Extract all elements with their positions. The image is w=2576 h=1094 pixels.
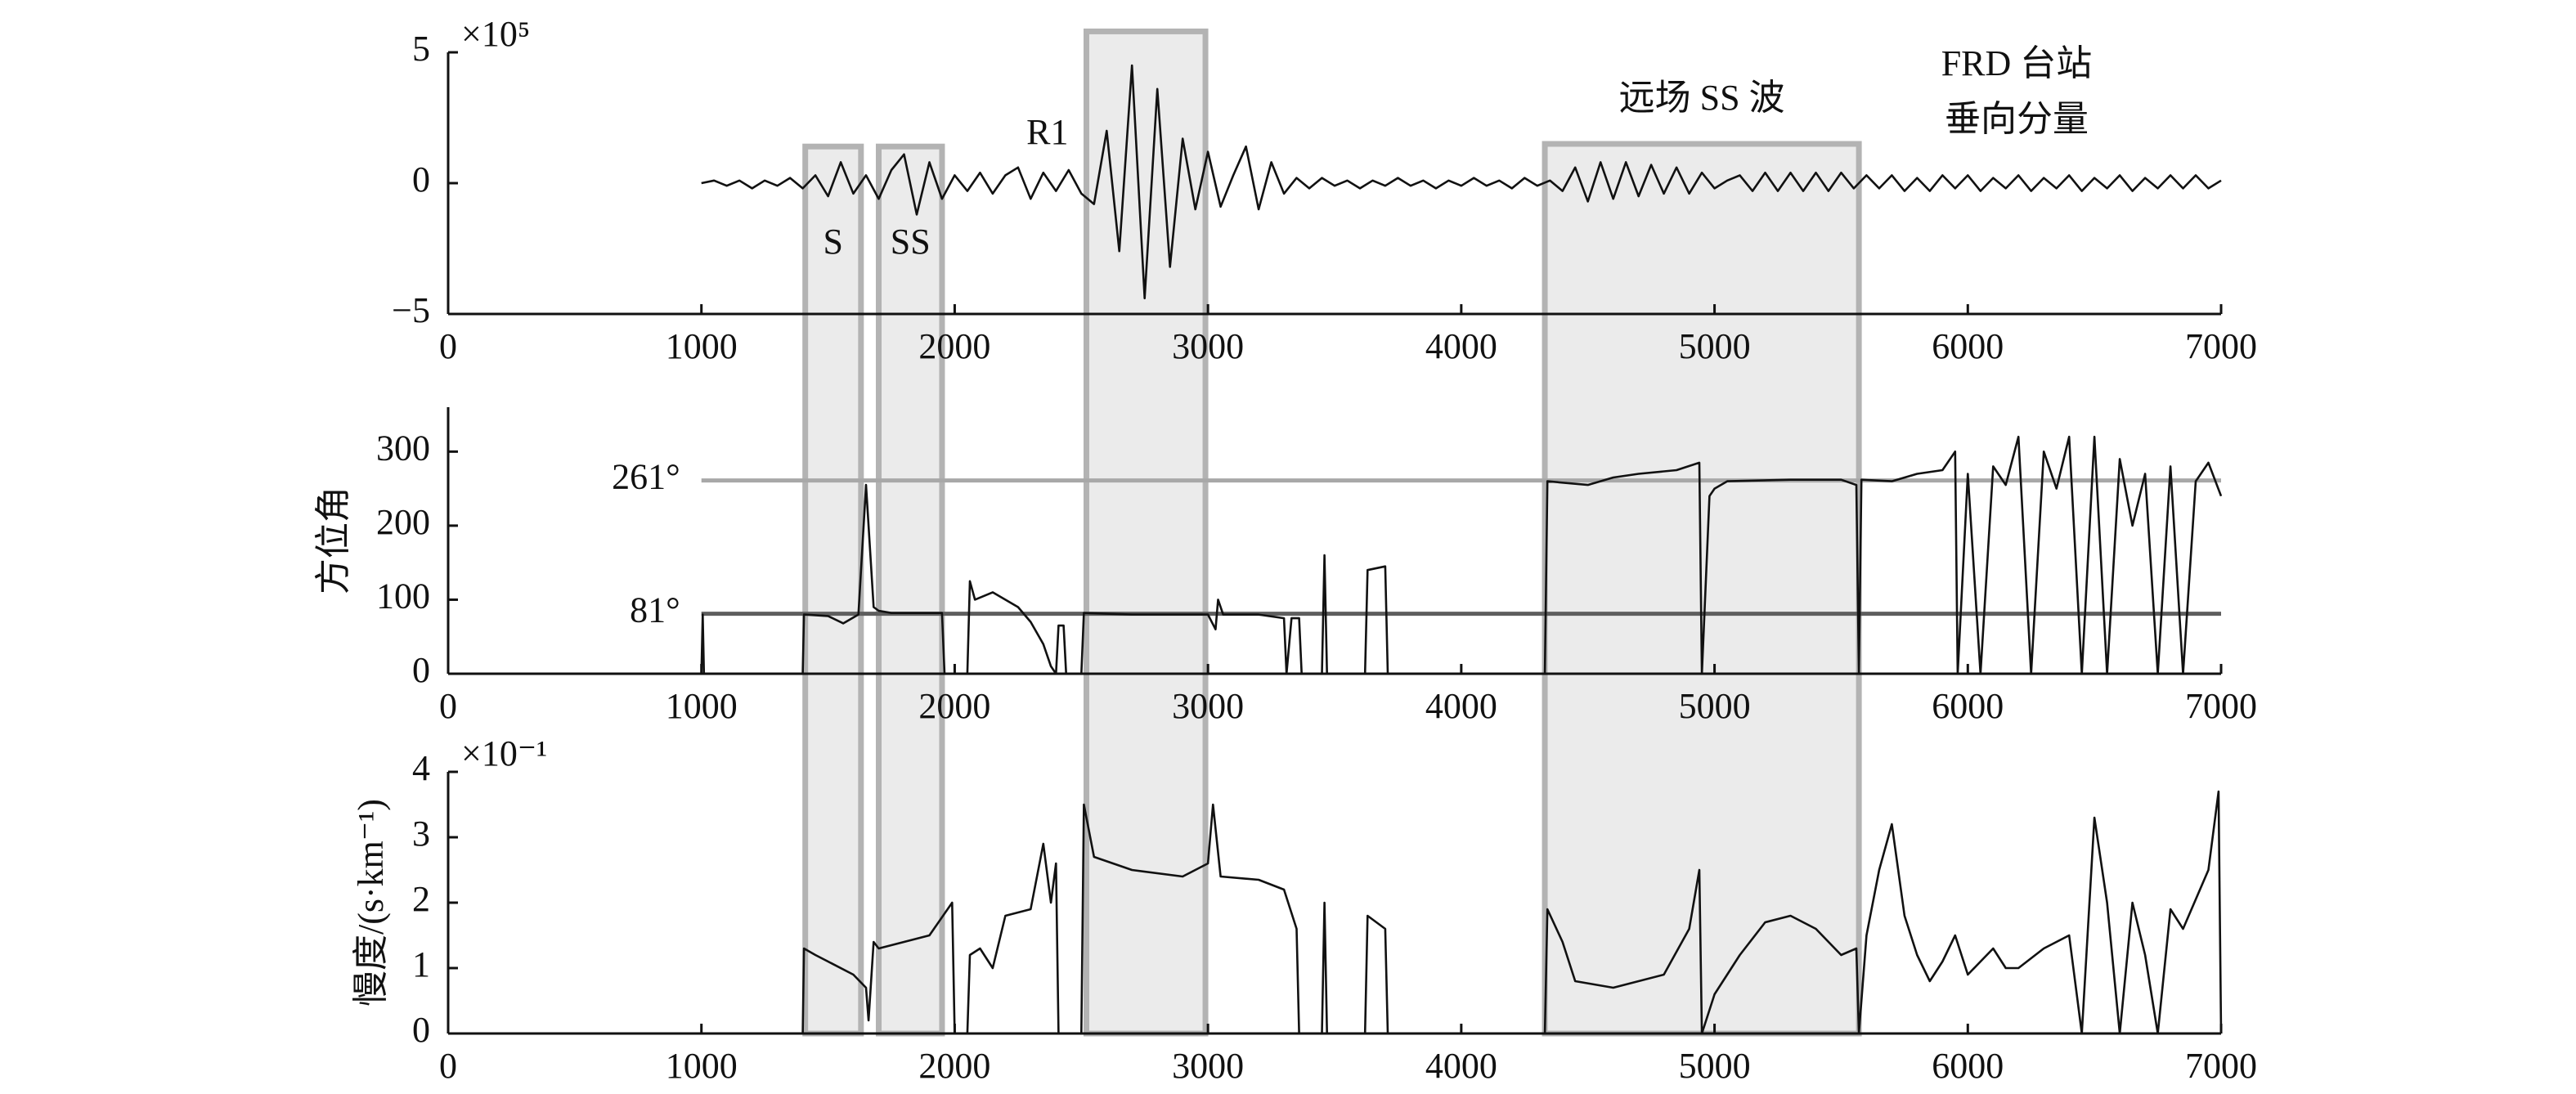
x-tick-label: 2000 (918, 1046, 990, 1086)
x-tick-label: 1000 (666, 686, 738, 726)
y-multiplier: ×10⁵ (461, 14, 530, 54)
x-tick-label: 5000 (1679, 1046, 1751, 1086)
data-line (801, 790, 2223, 1035)
y-tick-label: 100 (376, 576, 430, 616)
region-label: S (824, 222, 843, 262)
x-tick-label: 2000 (918, 326, 990, 366)
title-line: 垂向分量 (1945, 99, 2089, 139)
x-tick-label: 4000 (1425, 686, 1497, 726)
y-tick-label: 0 (412, 650, 430, 690)
x-tick-label: 4000 (1425, 1046, 1497, 1086)
y-tick-label: 2 (412, 879, 430, 919)
highlight-region (876, 143, 945, 1037)
x-tick-label: 7000 (2185, 1046, 2257, 1086)
x-tick-label: 1000 (666, 326, 738, 366)
x-tick-label: 3000 (1172, 326, 1244, 366)
reference-label: 261° (612, 457, 680, 497)
x-tick-label: 5000 (1679, 326, 1751, 366)
region-label: 远场 SS 波 (1619, 78, 1785, 118)
y-tick-label: 0 (412, 159, 430, 200)
x-tick-label: 0 (439, 686, 457, 726)
highlight-region (802, 143, 864, 1037)
region-label: R1 (1026, 112, 1068, 152)
y-tick-label: 200 (376, 502, 430, 542)
y-axis-label: 方位角 (313, 486, 353, 594)
y-tick-label: 0 (412, 1010, 430, 1050)
x-tick-label: 1000 (666, 1046, 738, 1086)
x-tick-label: 6000 (1932, 686, 2004, 726)
x-tick-label: 6000 (1932, 1046, 2004, 1086)
reference-label: 81° (630, 590, 680, 630)
x-tick-label: 5000 (1679, 686, 1751, 726)
x-tick-label: 2000 (918, 686, 990, 726)
x-tick-label: 6000 (1932, 326, 2004, 366)
y-tick-label: 1 (412, 944, 430, 984)
y-multiplier: ×10⁻¹ (461, 733, 547, 773)
data-line (700, 435, 2223, 675)
x-tick-label: 3000 (1172, 686, 1244, 726)
x-tick-label: 4000 (1425, 326, 1497, 366)
x-tick-label: 0 (439, 326, 457, 366)
highlight-region (1083, 28, 1209, 1037)
title-line: FRD 台站 (1941, 43, 2093, 83)
y-tick-label: −5 (392, 290, 430, 330)
y-tick-label: 3 (412, 814, 430, 854)
data-line (701, 64, 2222, 300)
region-label: SS (891, 222, 931, 262)
x-tick-label: 7000 (2185, 326, 2257, 366)
y-axis-label: 慢度/(s·km⁻¹) (351, 799, 391, 1007)
y-tick-label: 300 (376, 428, 430, 468)
x-tick-label: 3000 (1172, 1046, 1244, 1086)
x-tick-label: 7000 (2185, 686, 2257, 726)
y-tick-label: 4 (412, 748, 430, 788)
y-tick-label: 5 (412, 29, 430, 69)
x-tick-label: 0 (439, 1046, 457, 1086)
